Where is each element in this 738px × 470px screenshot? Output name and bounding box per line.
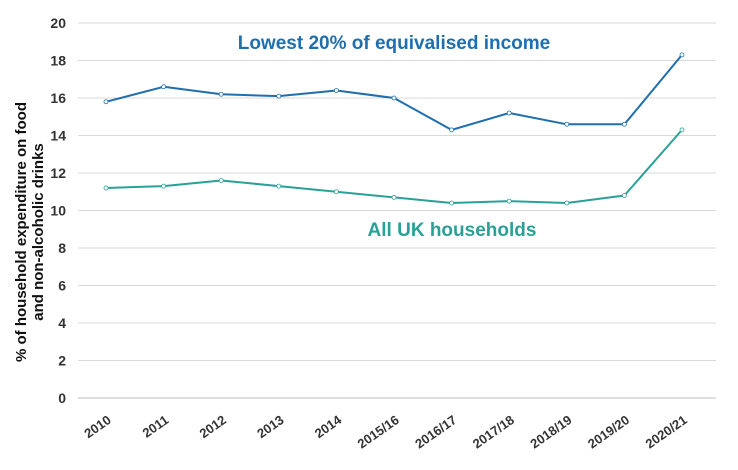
data-point (391, 95, 397, 101)
x-tick-label: 2011 (140, 412, 172, 440)
y-tick-label: 18 (50, 53, 66, 69)
data-point (333, 88, 339, 93)
y-tick-label: 2 (58, 353, 66, 369)
x-tick-label: 2017/18 (470, 412, 517, 451)
y-axis-ticks: 0 2 4 6 8 10 12 14 16 18 20 (50, 15, 66, 406)
x-tick-label: 2014 (312, 412, 345, 441)
y-tick-label: 16 (50, 90, 66, 106)
data-point (333, 189, 339, 195)
x-tick-label: 2018/19 (527, 412, 574, 451)
series-line-1 (105, 129, 683, 204)
y-axis-title-line1: % of household expenditure on food (13, 102, 30, 362)
x-tick-label: 2012 (197, 412, 229, 441)
x-tick-label: 2013 (254, 412, 286, 441)
data-point (218, 178, 224, 183)
data-point (161, 183, 167, 189)
data-point (218, 91, 224, 97)
y-tick-label: 4 (58, 315, 66, 331)
data-point (622, 121, 627, 127)
y-tick-label: 12 (50, 165, 66, 181)
data-point (564, 200, 570, 206)
y-axis-title-line2: and non-alcoholic drinks (30, 143, 47, 321)
data-point (449, 200, 455, 206)
series-label-lowest-20: Lowest 20% of equivalised income (238, 33, 551, 54)
data-point (622, 193, 627, 198)
data-point (679, 52, 685, 58)
y-tick-label: 6 (58, 278, 66, 294)
data-point (276, 183, 282, 189)
data-point (449, 127, 455, 133)
data-point (506, 198, 512, 204)
y-tick-label: 20 (50, 15, 66, 31)
x-tick-label: 2020/21 (643, 412, 690, 451)
x-axis-ticks: 2010 2011 2012 2013 2014 2015/16 2016/17 2017/1… (81, 412, 689, 452)
series-label-all-uk: All UK households (368, 220, 537, 241)
data-point (276, 93, 282, 99)
data-point (161, 84, 167, 90)
data-point (679, 127, 685, 133)
gridlines (78, 22, 716, 399)
x-tick-label: 2019/20 (585, 412, 632, 451)
data-point (391, 194, 397, 200)
data-point (103, 99, 109, 105)
series-lines (103, 52, 685, 206)
y-tick-label: 8 (58, 240, 66, 256)
x-tick-label: 2016/17 (412, 412, 459, 451)
x-tick-label: 2010 (81, 412, 113, 441)
data-point (564, 121, 570, 127)
series-line-0 (105, 54, 683, 131)
x-tick-label: 2015/16 (355, 412, 402, 451)
y-tick-label: 10 (50, 203, 66, 219)
data-point (506, 110, 512, 116)
data-point (103, 185, 109, 191)
y-tick-label: 0 (58, 390, 66, 406)
y-tick-label: 14 (50, 128, 66, 144)
y-axis-title: % of household expenditure on food and n… (13, 102, 47, 362)
